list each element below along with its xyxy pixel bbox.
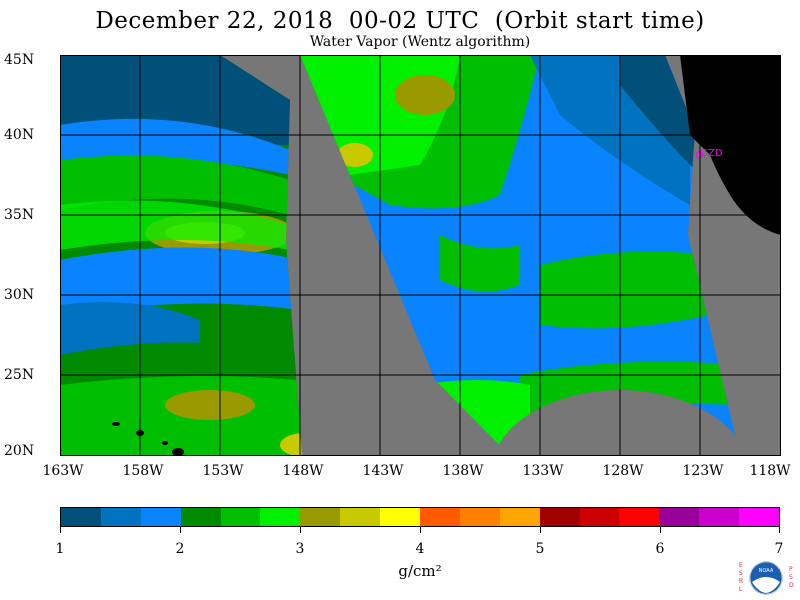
colorbar-swatch [579,508,620,526]
colorbar-swatch [499,508,540,526]
colorbar-swatch [100,508,141,526]
colorbar-tick: 7 [774,541,784,557]
colorbar-swatch [539,508,580,526]
lon-label: 143W [362,463,404,479]
lon-label: 118W [749,463,791,479]
station-label: CZD [701,148,723,159]
colorbar-swatch [260,508,301,526]
lat-label: 25N [4,367,35,383]
colorbar-swatch [300,508,341,526]
map-title: December 22, 2018 00-02 UTC (Orbit start… [95,8,705,34]
svg-text:S: S [789,574,793,581]
lon-label: 148W [282,463,324,479]
lat-label: 20N [4,443,35,459]
colorbar-swatch [459,508,500,526]
svg-text:P: P [789,566,793,573]
lon-label: 138W [442,463,484,479]
land-mass [680,55,781,235]
water-vapor-map: CZD [60,55,781,456]
colorbar-swatch [180,508,221,526]
station-marker [695,151,703,159]
colorbar-tick: 6 [655,541,665,557]
map-subtitle: Water Vapor (Wentz algorithm) [309,34,531,50]
logo-text: NOAA [759,568,774,574]
colorbar-swatch [739,508,780,526]
colorbar-swatch [380,508,421,526]
lat-label: 30N [4,287,35,303]
map-frame [60,55,781,456]
lat-label: 40N [4,127,35,143]
colorbar-swatch [140,508,181,526]
lat-label: 45N [4,52,35,68]
lon-label: 123W [682,463,724,479]
svg-text:D: D [789,582,794,589]
lon-label: 163W [42,463,84,479]
colorbar-tick: 3 [295,541,305,557]
svg-text:L: L [739,586,743,593]
colorbar-tick: 4 [415,541,425,557]
graticule [60,55,781,456]
lon-label: 153W [202,463,244,479]
colorbar-swatch [340,508,381,526]
colorbar-tick: 5 [535,541,545,557]
colorbar-unit: g/cm² [398,562,442,580]
svg-text:R: R [739,578,743,585]
colorbar-swatch [659,508,700,526]
lat-label: 35N [4,207,35,223]
colorbar [60,507,780,527]
colorbar-swatch [619,508,660,526]
colorbar-tick: 1 [55,541,65,557]
colorbar-tick: 2 [175,541,185,557]
svg-text:S: S [739,570,743,577]
lon-label: 133W [522,463,564,479]
lon-label: 128W [602,463,644,479]
colorbar-swatch [220,508,261,526]
islands [112,422,184,456]
svg-text:E: E [739,562,743,569]
colorbar-swatch [420,508,460,526]
colorbar-swatch [699,508,740,526]
lon-label: 158W [122,463,164,479]
colorbar-swatch [61,508,101,526]
